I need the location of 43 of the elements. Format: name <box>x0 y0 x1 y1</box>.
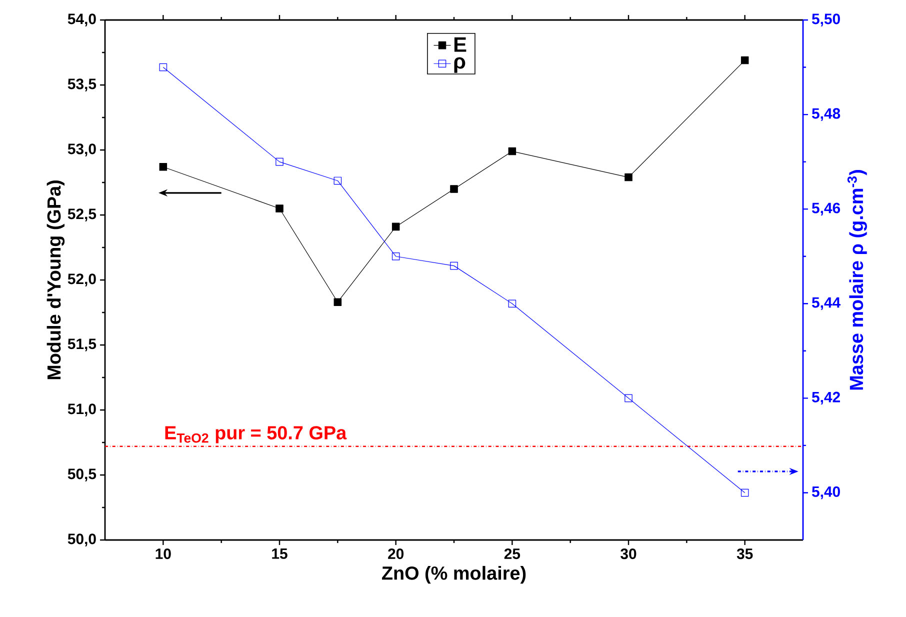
legend-label: ρ <box>454 57 466 73</box>
y2-tick-label: 5,48 <box>812 108 840 121</box>
point <box>159 63 168 72</box>
point <box>508 300 516 308</box>
y2-tick-label: 5,44 <box>812 297 841 310</box>
point <box>624 173 632 182</box>
point <box>276 158 284 166</box>
point <box>740 488 749 497</box>
ref-line-label: E$_{TeO2}$ pur = 50.7 GPa <box>165 426 347 444</box>
y-tick-label: 52,0 <box>68 274 96 286</box>
y-tick-label: 53,0 <box>68 144 96 156</box>
y-tick-label: 50,0 <box>68 534 96 546</box>
point <box>276 204 284 212</box>
point <box>740 56 749 64</box>
x-tick-label: 10 <box>156 548 171 560</box>
x-tick-label: 15 <box>272 548 288 559</box>
y-tick-label: 53,5 <box>68 78 96 92</box>
x-tick-label: 35 <box>736 548 753 560</box>
point <box>159 163 168 171</box>
y-tick-label: 54,0 <box>68 14 96 26</box>
point <box>624 394 632 402</box>
y-tick-label: 50,5 <box>68 468 96 482</box>
x-tick-label: 20 <box>388 548 404 560</box>
point <box>508 147 516 156</box>
y2-tick-label: 5,42 <box>812 392 840 405</box>
y2-tick-label: 5,46 <box>812 202 840 216</box>
y-tick-label: 52,5 <box>68 208 96 222</box>
y2-tick-label: 5,40 <box>812 486 840 500</box>
point <box>450 185 458 193</box>
y-tick-label: 51,5 <box>68 338 96 352</box>
legend-label: E <box>454 37 466 52</box>
y2-tick-label: 5,50 <box>812 14 840 26</box>
y2-axis-title: Masse molaire ρ (g.cm$^{-3}$) <box>847 170 867 390</box>
x-tick-label: 25 <box>504 548 520 560</box>
point <box>392 222 400 231</box>
y-tick-label: 51,0 <box>68 404 96 416</box>
point <box>450 262 458 270</box>
x-axis-title: ZnO (% molaire) <box>382 566 526 584</box>
y-axis-title: Module d'Young (GPa) <box>46 180 65 380</box>
x-tick-label: 30 <box>620 548 636 560</box>
point <box>392 252 400 260</box>
point <box>334 298 342 306</box>
point <box>334 176 342 185</box>
